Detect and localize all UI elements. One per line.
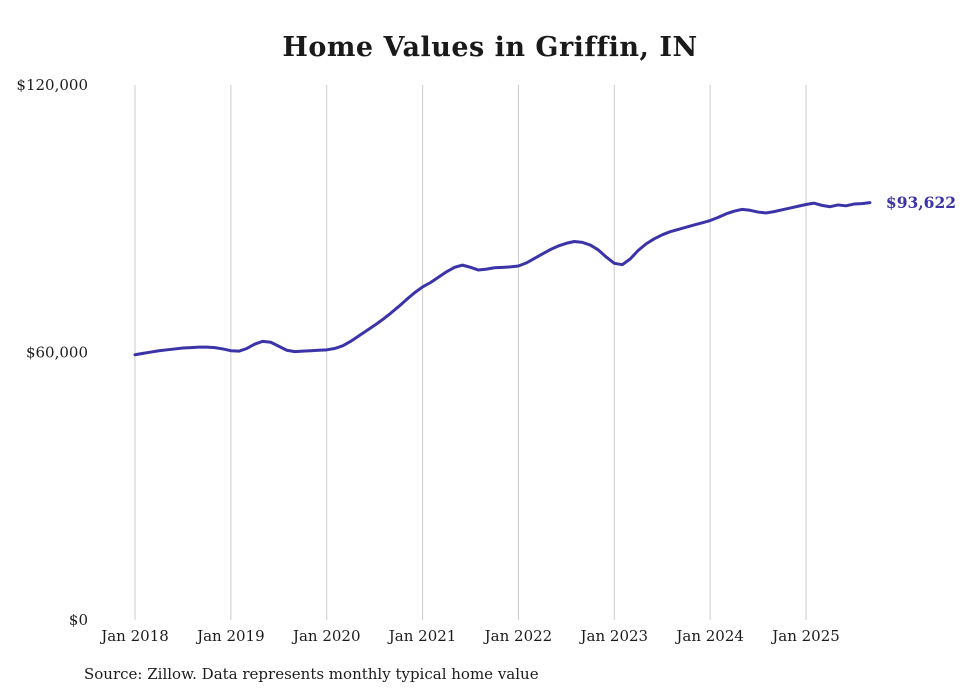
y-tick-label: $0 (69, 611, 88, 629)
y-tick-label: $60,000 (26, 344, 88, 362)
x-tick-label: Jan 2019 (195, 627, 265, 645)
x-tick-label: Jan 2018 (99, 627, 169, 645)
chart-title: Home Values in Griffin, IN (282, 32, 698, 63)
x-tick-label: Jan 2023 (579, 627, 649, 645)
x-tick-label: Jan 2025 (770, 627, 840, 645)
x-tick-label: Jan 2021 (387, 627, 457, 645)
x-tick-label: Jan 2022 (483, 627, 553, 645)
home-value-line (133, 201, 872, 357)
y-tick-label: $120,000 (16, 76, 88, 94)
source-note: Source: Zillow. Data represents monthly … (84, 665, 539, 683)
end-value-label: $93,622 (886, 193, 956, 212)
x-tick-label: Jan 2024 (674, 627, 744, 645)
x-tick-label: Jan 2020 (291, 627, 361, 645)
